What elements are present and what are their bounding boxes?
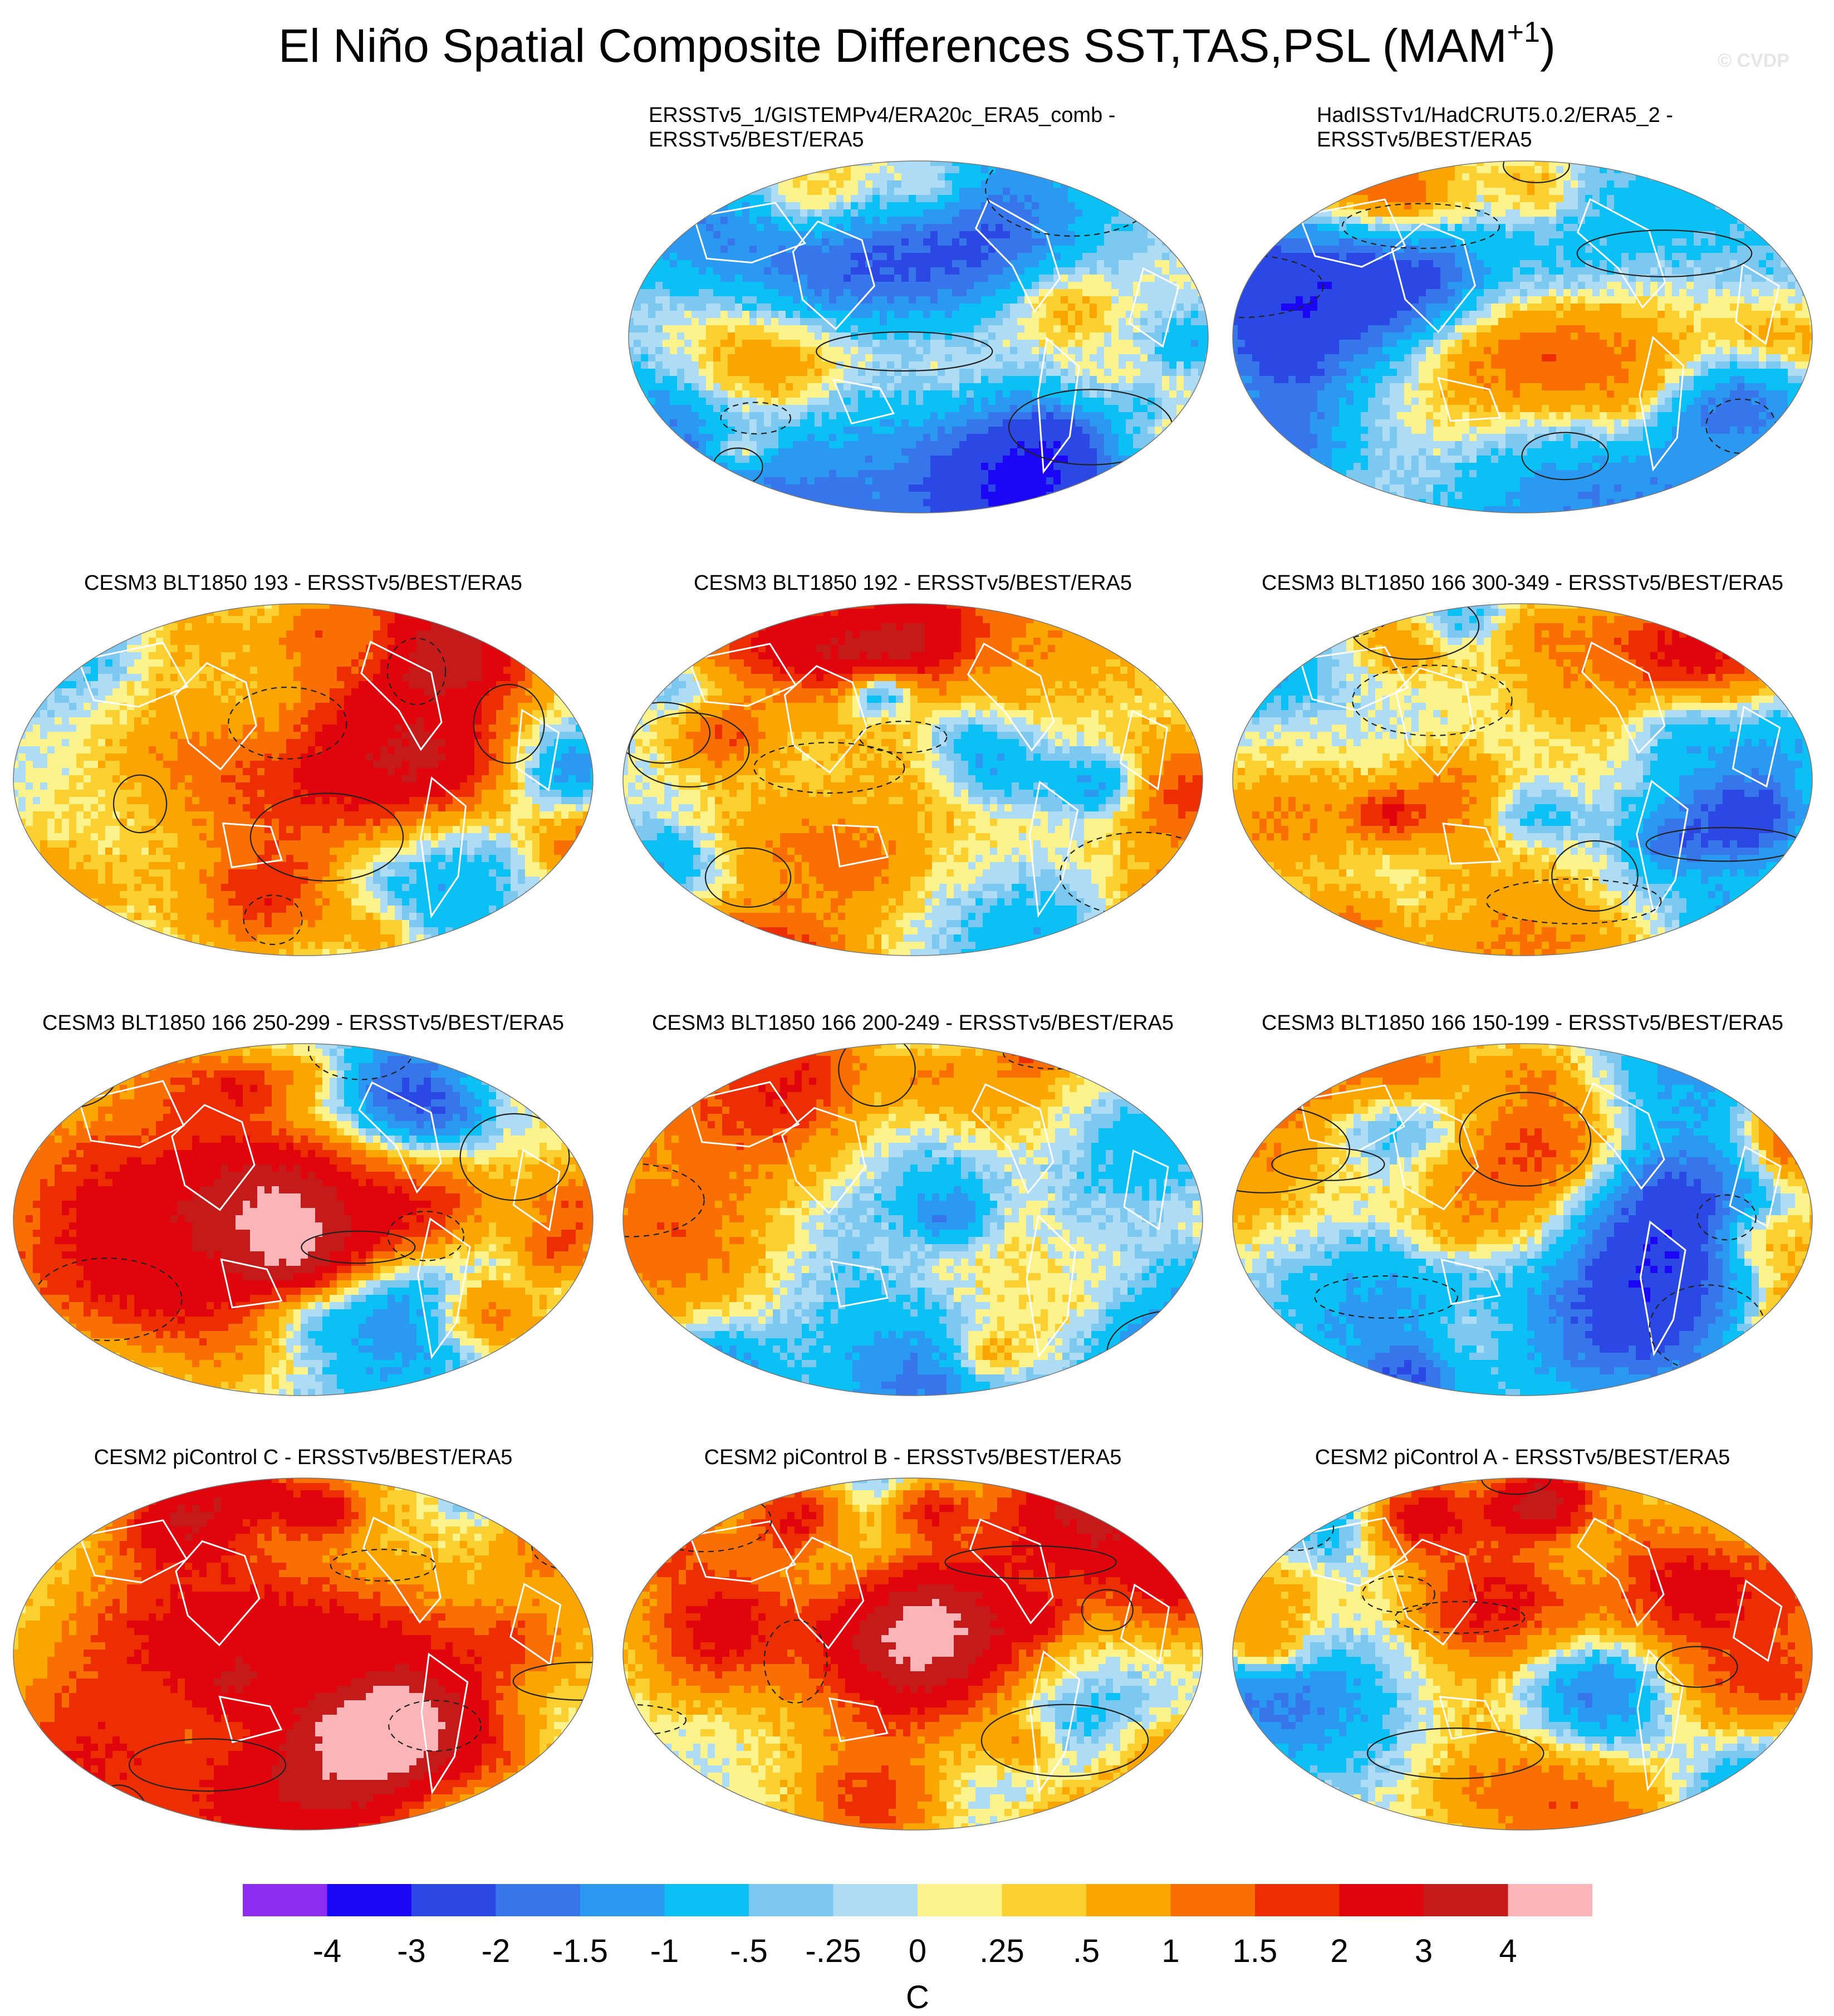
panel-title: CESM3 BLT1850 192 - ERSSTv5/BEST/ERA5 [610, 571, 1216, 595]
panel-title: CESM3 BLT1850 166 300-349 - ERSSTv5/BEST… [1219, 571, 1826, 595]
colorbar-tick-label: -3 [367, 1932, 456, 1970]
colorbar-swatch [918, 1884, 1002, 1916]
colorbar-swatch [1508, 1884, 1593, 1916]
colorbar-tick-label: 0 [873, 1932, 962, 1970]
psl-contour [1117, 1041, 1205, 1084]
panel-title: HadISSTv1/HadCRUT5.0.2/ERA5_2 -ERSSTv5/B… [1219, 103, 1834, 152]
world-map-robinson [1230, 601, 1815, 958]
world-map-robinson [621, 601, 1205, 958]
colorbar-swatch [665, 1884, 749, 1916]
psl-contour [1003, 1041, 1109, 1069]
panel-title: CESM3 BLT1850 166 250-299 - ERSSTv5/BEST… [0, 1011, 606, 1035]
colorbar-swatch [580, 1884, 665, 1916]
colorbar-tick-label: 3 [1379, 1932, 1468, 1970]
map-panel-cesm3-blt1850-166-300-349: CESM3 BLT1850 166 300-349 - ERSSTv5/BEST… [1219, 571, 1826, 983]
map-panel-cesm2-picontrol-a: CESM2 piControl A - ERSSTv5/BEST/ERA5 [1219, 1445, 1826, 1857]
colorbar-tick-label: -4 [283, 1932, 372, 1970]
world-map-robinson [11, 1476, 595, 1832]
colorbar-tick-label: .25 [958, 1932, 1047, 1970]
world-map-robinson [1230, 1041, 1815, 1398]
map-panel-cesm2-picontrol-b: CESM2 piControl B - ERSSTv5/BEST/ERA5 [610, 1445, 1216, 1857]
map-panel-ersstv5-gistempv4-era20c: ERSSTv5_1/GISTEMPv4/ERA20c_ERA5_comb -ER… [615, 103, 1222, 515]
colorbar-tick-label: -.5 [704, 1932, 793, 1970]
colorbar-swatch [833, 1884, 918, 1916]
colorbar-swatch [243, 1884, 327, 1916]
figure-title: El Niño Spatial Composite Differences SS… [0, 18, 1834, 74]
colorbar [243, 1884, 1592, 1916]
map-panel-cesm3-blt1850-192: CESM3 BLT1850 192 - ERSSTv5/BEST/ERA5 [610, 571, 1216, 983]
colorbar-tick-label: 4 [1464, 1932, 1553, 1970]
colorbar-swatch [1340, 1884, 1424, 1916]
panel-title: CESM2 piControl A - ERSSTv5/BEST/ERA5 [1219, 1445, 1826, 1470]
colorbar-tick-label: 2 [1295, 1932, 1384, 1970]
world-map-robinson [1230, 159, 1815, 515]
panel-title: CESM2 piControl C - ERSSTv5/BEST/ERA5 [0, 1445, 606, 1470]
panel-title: CESM3 BLT1850 166 150-199 - ERSSTv5/BEST… [1219, 1011, 1826, 1035]
world-map-robinson [1230, 1476, 1815, 1832]
map-panel-cesm3-blt1850-166-250-299: CESM3 BLT1850 166 250-299 - ERSSTv5/BEST… [0, 1011, 606, 1423]
panel-title: ERSSTv5_1/GISTEMPv4/ERA20c_ERA5_comb -ER… [615, 103, 1255, 152]
world-map-robinson [11, 601, 595, 958]
colorbar-swatch [1002, 1884, 1087, 1916]
world-map-robinson [626, 159, 1210, 515]
colorbar-swatch [496, 1884, 581, 1916]
colorbar-swatch [1255, 1884, 1340, 1916]
panel-title: CESM2 piControl B - ERSSTv5/BEST/ERA5 [610, 1445, 1216, 1470]
psl-contour [1114, 477, 1174, 511]
colorbar-swatch [1171, 1884, 1256, 1916]
world-map-robinson [621, 1041, 1205, 1398]
colorbar-tick-label: 1 [1126, 1932, 1215, 1970]
map-panel-cesm3-blt1850-166-200-249: CESM3 BLT1850 166 200-249 - ERSSTv5/BEST… [610, 1011, 1216, 1423]
world-map-robinson [11, 1041, 595, 1398]
colorbar-swatch [1086, 1884, 1171, 1916]
colorbar-tick-label: -2 [452, 1932, 541, 1970]
colorbar-tick-label: -1 [620, 1932, 709, 1970]
panel-title: CESM3 BLT1850 193 - ERSSTv5/BEST/ERA5 [0, 571, 606, 595]
colorbar-tick-label: .5 [1042, 1932, 1131, 1970]
colorbar-tick-label: -.25 [789, 1932, 878, 1970]
colorbar-tick-label: -1.5 [536, 1932, 625, 1970]
colorbar-tick-label: 1.5 [1210, 1932, 1300, 1970]
colorbar-swatch [411, 1884, 496, 1916]
map-panel-hadisstv1-hadcrut5: HadISSTv1/HadCRUT5.0.2/ERA5_2 -ERSSTv5/B… [1219, 103, 1826, 515]
map-panel-cesm2-picontrol-c: CESM2 piControl C - ERSSTv5/BEST/ERA5 [0, 1445, 606, 1857]
map-panel-cesm3-blt1850-166-150-199: CESM3 BLT1850 166 150-199 - ERSSTv5/BEST… [1219, 1011, 1826, 1423]
map-panel-cesm3-blt1850-193: CESM3 BLT1850 193 - ERSSTv5/BEST/ERA5 [0, 571, 606, 983]
cvdp-watermark: © CVDP [1718, 50, 1789, 72]
colorbar-swatch [749, 1884, 833, 1916]
world-map-robinson [621, 1476, 1205, 1832]
colorbar-swatch [327, 1884, 412, 1916]
panel-title: CESM3 BLT1850 166 200-249 - ERSSTv5/BEST… [610, 1011, 1216, 1035]
colorbar-swatch [1424, 1884, 1508, 1916]
